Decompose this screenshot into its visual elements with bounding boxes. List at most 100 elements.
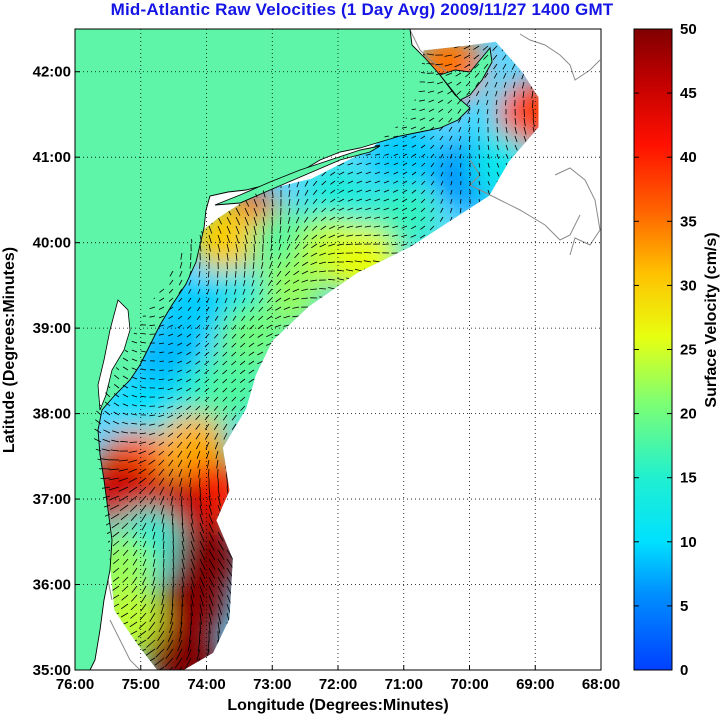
velocity-arrow xyxy=(257,360,264,365)
velocity-arrow xyxy=(213,414,219,421)
velocity-arrow xyxy=(454,63,462,68)
velocity-arrow xyxy=(148,450,156,455)
velocity-arrow xyxy=(131,376,138,380)
velocity-arrow xyxy=(158,414,165,418)
velocity-arrow xyxy=(159,360,165,362)
velocity-arrow xyxy=(235,234,239,244)
velocity-arrow xyxy=(310,261,318,265)
velocity-arrow xyxy=(383,225,390,228)
velocity-arrow xyxy=(463,45,471,50)
velocity-arrow xyxy=(93,438,102,443)
velocity-arrow xyxy=(253,243,255,253)
velocity-arrow xyxy=(503,72,507,79)
velocity-arrow xyxy=(512,81,516,89)
velocity-arrow xyxy=(120,612,129,618)
velocity-arrow xyxy=(252,270,255,278)
velocity-arrow xyxy=(213,360,219,366)
velocity-arrow xyxy=(402,162,408,166)
velocity-arrow xyxy=(108,486,120,491)
velocity-arrow xyxy=(138,477,147,485)
colorbar-gradient xyxy=(633,28,673,671)
velocity-arrow xyxy=(459,153,462,159)
velocity-arrow xyxy=(199,495,202,507)
velocity-arrow xyxy=(279,225,282,234)
speed-patch xyxy=(497,80,539,149)
velocity-arrow xyxy=(155,648,165,658)
colorbar-tick-label: 50 xyxy=(680,21,697,38)
velocity-arrow xyxy=(195,342,201,347)
velocity-arrow xyxy=(235,252,238,261)
velocity-arrow xyxy=(304,189,309,196)
velocity-arrow xyxy=(374,171,381,175)
velocity-arrow xyxy=(142,540,147,548)
velocity-arrow xyxy=(292,315,300,318)
velocity-arrow xyxy=(420,198,426,204)
velocity-arrow xyxy=(122,549,129,556)
velocity-arrow xyxy=(284,279,291,285)
velocity-arrow xyxy=(109,468,120,471)
velocity-arrow xyxy=(148,477,156,485)
velocity-arrow xyxy=(279,216,282,225)
velocity-arrow xyxy=(437,90,444,94)
velocity-arrow xyxy=(384,162,390,165)
velocity-arrow xyxy=(427,90,435,93)
velocity-arrow xyxy=(478,189,481,195)
velocity-arrow xyxy=(249,324,255,330)
velocity-arrow xyxy=(321,207,327,213)
velocity-arrow xyxy=(171,603,174,616)
velocity-arrow xyxy=(410,117,417,120)
velocity-arrow xyxy=(140,368,147,371)
velocity-arrow xyxy=(329,171,336,176)
velocity-arrow xyxy=(420,135,426,140)
velocity-arrow xyxy=(180,486,183,497)
velocity-arrow xyxy=(181,522,184,534)
velocity-arrow xyxy=(484,81,489,88)
velocity-arrow xyxy=(199,477,201,488)
velocity-arrow xyxy=(188,630,192,643)
velocity-arrow xyxy=(239,360,246,366)
velocity-arrow xyxy=(101,458,111,461)
velocity-arrow xyxy=(304,207,309,214)
velocity-arrow xyxy=(411,144,417,148)
velocity-arrow xyxy=(447,108,453,114)
velocity-arrow xyxy=(347,198,354,202)
velocity-arrow xyxy=(286,243,291,250)
velocity-arrow xyxy=(185,405,192,411)
velocity-arrow xyxy=(384,153,390,156)
velocity-arrow xyxy=(231,333,237,339)
velocity-arrow xyxy=(187,306,192,311)
velocity-arrow xyxy=(420,126,426,130)
velocity-arrow xyxy=(257,351,264,356)
velocity-arrow xyxy=(411,198,417,203)
velocity-arrow xyxy=(244,198,250,207)
velocity-arrow xyxy=(199,594,204,607)
velocity-arrow xyxy=(427,81,435,84)
velocity-arrow xyxy=(402,153,408,157)
velocity-arrow xyxy=(450,207,453,214)
velocity-arrow xyxy=(449,135,453,141)
velocity-arrow xyxy=(118,495,129,502)
velocity-arrow xyxy=(131,340,138,344)
velocity-arrow xyxy=(206,288,210,295)
velocity-arrow xyxy=(204,360,210,366)
velocity-arrow xyxy=(248,378,255,383)
velocity-arrow xyxy=(292,279,300,284)
velocity-arrow xyxy=(265,342,273,346)
velocity-arrow xyxy=(180,495,183,507)
velocity-arrow xyxy=(208,603,213,616)
velocity-arrow xyxy=(178,468,183,477)
velocity-arrow xyxy=(120,513,129,521)
velocity-arrow xyxy=(487,135,489,142)
velocity-arrow xyxy=(180,612,183,625)
velocity-arrow xyxy=(239,387,246,393)
velocity-arrow xyxy=(208,495,212,507)
velocity-arrow xyxy=(199,603,203,616)
velocity-arrow xyxy=(208,522,214,533)
velocity-arrow xyxy=(199,243,202,252)
velocity-arrow xyxy=(392,207,399,211)
y-tick-label: 39:00 xyxy=(33,320,71,337)
velocity-arrow xyxy=(177,324,183,329)
velocity-arrow xyxy=(152,576,156,586)
velocity-arrow xyxy=(167,405,174,409)
velocity-arrow xyxy=(140,359,147,362)
